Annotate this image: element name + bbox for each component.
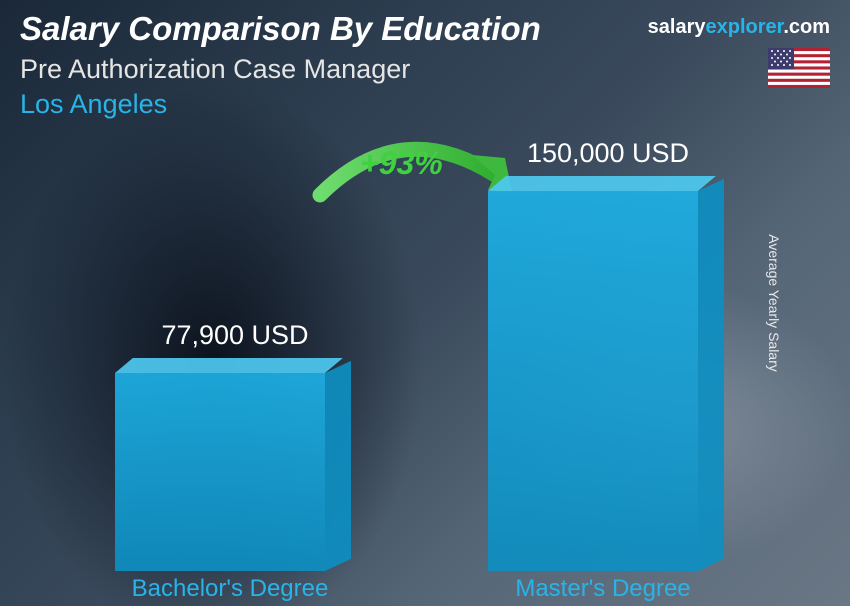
chart-area: 77,900 USDBachelor's Degree150,000 USDMa…	[0, 140, 850, 606]
chart-location: Los Angeles	[20, 89, 830, 120]
bar-master-s-degree: 150,000 USDMaster's Degree	[488, 191, 698, 571]
bar-bachelor-s-degree: 77,900 USDBachelor's Degree	[115, 373, 325, 571]
bar-label: Master's Degree	[473, 575, 733, 603]
infographic-canvas: Salary Comparison By Education Pre Autho…	[0, 0, 850, 606]
bar-label: Bachelor's Degree	[100, 575, 360, 603]
brand-part2: explorer	[705, 16, 783, 38]
chart-subtitle: Pre Authorization Case Manager	[20, 54, 830, 85]
bar-value: 77,900 USD	[105, 320, 365, 351]
brand-part1: salary	[648, 16, 706, 38]
bar-value: 150,000 USD	[478, 138, 738, 169]
brand-suffix: .com	[783, 16, 830, 38]
us-flag-icon	[768, 48, 830, 88]
brand-logo: salaryexplorer.com	[648, 16, 830, 39]
